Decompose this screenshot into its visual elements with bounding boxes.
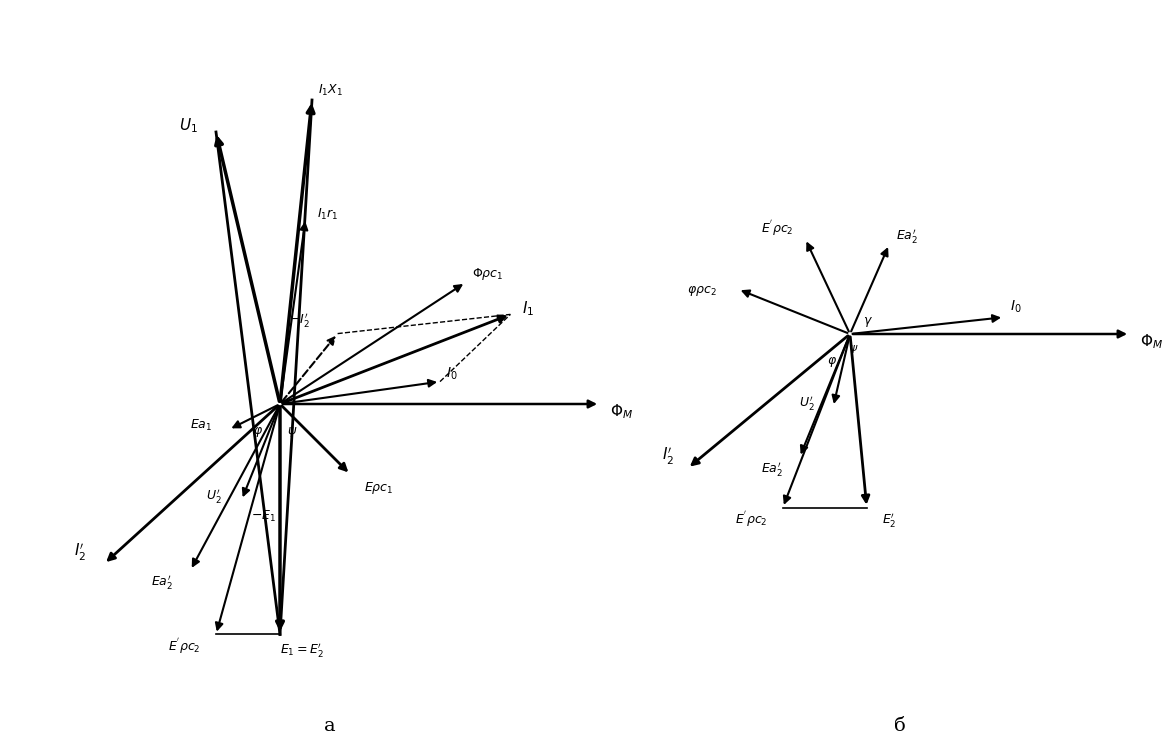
Text: $U_2^{\prime}$: $U_2^{\prime}$ <box>799 394 815 412</box>
Text: a: a <box>324 717 336 735</box>
Text: $E^{'}\rho c_2$: $E^{'}\rho c_2$ <box>761 219 794 238</box>
Text: $Ea_2^{\prime}$: $Ea_2^{\prime}$ <box>151 573 173 591</box>
Text: $-E_1$: $-E_1$ <box>251 508 277 523</box>
Text: $I_2^{\prime}$: $I_2^{\prime}$ <box>661 446 674 467</box>
Text: $E_1{=}E_2^{\prime}$: $E_1{=}E_2^{\prime}$ <box>280 642 324 660</box>
Text: $I_0$: $I_0$ <box>446 366 458 382</box>
Text: $\Phi\rho c_1$: $\Phi\rho c_1$ <box>472 266 503 283</box>
Text: $I_1r_1$: $I_1r_1$ <box>317 207 338 222</box>
Text: $\varphi$: $\varphi$ <box>827 355 837 369</box>
Text: $I_1$: $I_1$ <box>522 299 535 317</box>
Text: $\psi$: $\psi$ <box>849 343 859 355</box>
Text: $Ea_2^{\prime}$: $Ea_2^{\prime}$ <box>760 460 783 478</box>
Text: б: б <box>894 717 906 735</box>
Text: $Ea_2^{\prime}$: $Ea_2^{\prime}$ <box>896 228 918 245</box>
Text: $E^{'}\rho c_2$: $E^{'}\rho c_2$ <box>167 637 200 656</box>
Text: $\psi$: $\psi$ <box>287 425 297 439</box>
Text: $\Phi_M$: $\Phi_M$ <box>1140 333 1162 351</box>
Text: $\Phi_M$: $\Phi_M$ <box>610 403 633 421</box>
Text: $E^{'}\rho c_2$: $E^{'}\rho c_2$ <box>734 510 767 529</box>
Text: $E\rho c_1$: $E\rho c_1$ <box>364 480 393 496</box>
Text: $I_0$: $I_0$ <box>1010 299 1021 315</box>
Text: $U_2^{\prime}$: $U_2^{\prime}$ <box>206 487 222 505</box>
Text: $\varphi$: $\varphi$ <box>253 425 263 439</box>
Text: $E_2^{\prime}$: $E_2^{\prime}$ <box>882 510 896 529</box>
Text: $Ea_1$: $Ea_1$ <box>189 418 211 433</box>
Text: $\gamma$: $\gamma$ <box>863 315 873 329</box>
Text: $-I_2^{\prime}$: $-I_2^{\prime}$ <box>289 311 310 329</box>
Text: $U_1$: $U_1$ <box>179 117 198 136</box>
Text: $I_2^{\prime}$: $I_2^{\prime}$ <box>74 541 86 562</box>
Text: $\varphi\rho c_2$: $\varphi\rho c_2$ <box>687 284 717 298</box>
Text: $I_1X_1$: $I_1X_1$ <box>317 82 343 97</box>
